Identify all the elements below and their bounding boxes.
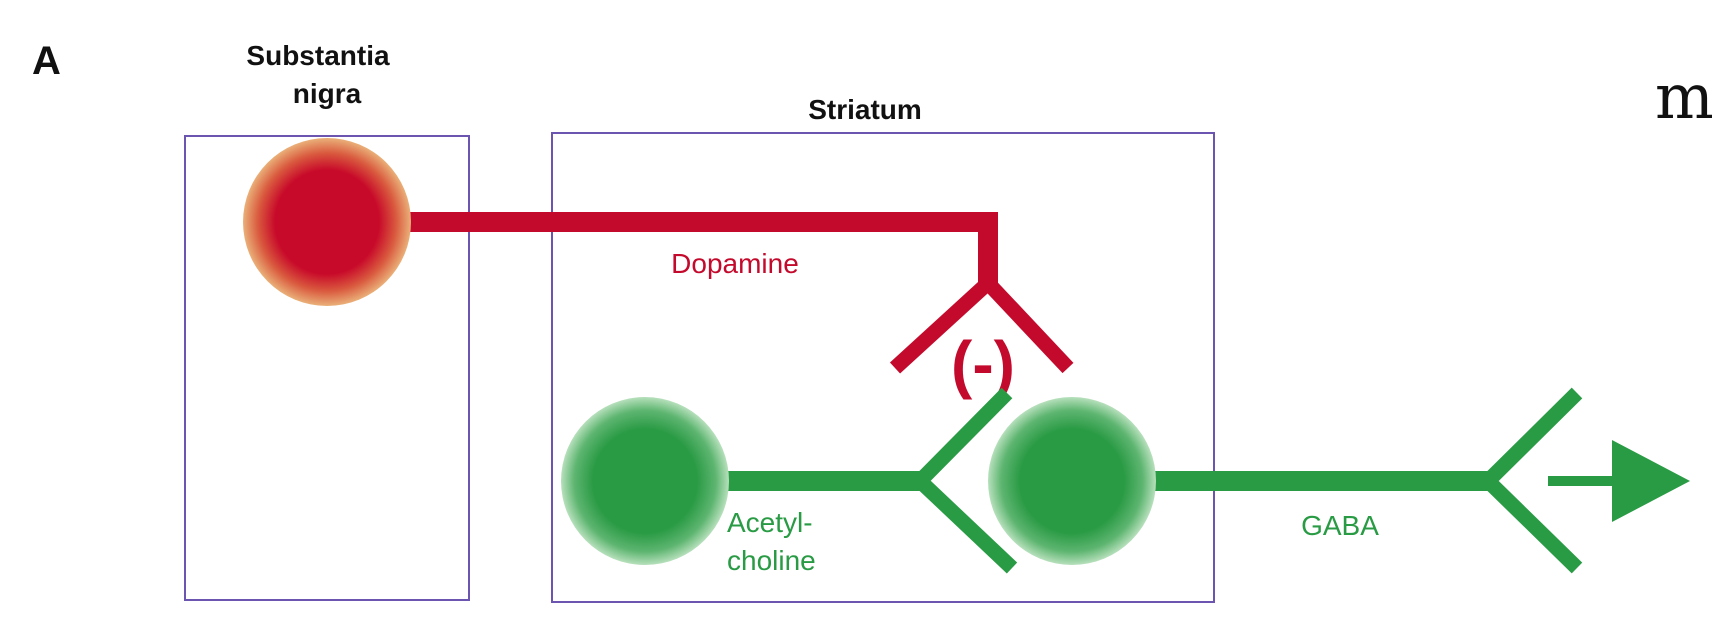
acetylcholine-label-line2: choline (727, 545, 816, 576)
gaba-projection-neuron (988, 397, 1156, 565)
gaba-terminal (1482, 387, 1583, 574)
substantia-nigra-title-line2: nigra (293, 78, 362, 109)
dopamine-label: Dopamine (671, 248, 799, 279)
gaba-label: GABA (1301, 510, 1379, 541)
dopamine-neuron (243, 138, 411, 306)
striatum-region (551, 132, 1215, 603)
cropped-edge-glyph: m (1655, 60, 1712, 133)
output-arrow-icon (1548, 440, 1690, 522)
substantia-nigra-title-line1: Substantia (246, 40, 390, 71)
dopamine-terminal (889, 277, 1074, 374)
cholinergic-interneuron (561, 397, 729, 565)
acetylcholine-label-line1: Acetyl- (727, 507, 813, 538)
panel-letter: A (32, 39, 61, 83)
substantia-nigra-region (184, 135, 470, 601)
dopamine-axon (385, 212, 998, 290)
acetylcholine-terminal (914, 387, 1018, 574)
striatum-title: Striatum (808, 94, 922, 125)
inhibition-sign: (-) (951, 328, 1015, 400)
